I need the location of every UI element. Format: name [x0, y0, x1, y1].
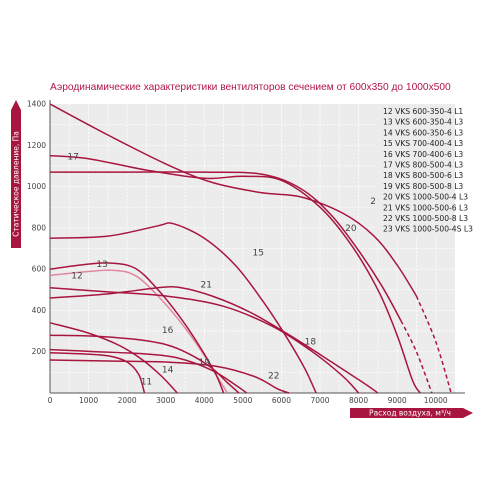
curve-label-15: 15: [253, 249, 264, 259]
y-tick-label: 800: [32, 223, 47, 232]
x-axis-title: Расход воздуха, м³/ч: [369, 409, 451, 418]
legend-entry: 15 VKS 700-400-4 L3: [383, 139, 463, 148]
curve-label-11: 11: [141, 378, 152, 388]
y-axis-title: Статическое давление, Па: [12, 131, 21, 237]
legend-box: [375, 104, 455, 237]
y-tick-label: 200: [32, 347, 47, 356]
x-tick-label: 1000: [79, 396, 98, 405]
x-tick-label: 2000: [118, 396, 137, 405]
x-tick-label: 7000: [310, 396, 329, 405]
series-line-dashed-20: [400, 320, 433, 394]
curve-label-19: 19: [199, 358, 211, 368]
curve-labels: 12131415161718192021222311: [67, 153, 381, 388]
series-line-19: [49, 348, 248, 394]
series-layer: [49, 103, 452, 394]
series-line-16: [49, 334, 240, 394]
series-line-11: [49, 351, 146, 394]
curve-label-18: 18: [305, 337, 317, 347]
series-line-23: [49, 103, 418, 297]
x-tick-label: 5000: [233, 396, 252, 405]
y-tick-label: 600: [32, 265, 47, 274]
legend: 12 VKS 600-350-4 L1 13 VKS 600-350-4 L314…: [375, 104, 473, 237]
legend-entry: 22 VKS 1000-500-8 L3: [383, 214, 468, 223]
series-line-17: [49, 154, 421, 394]
series-line-22: [49, 359, 290, 394]
x-tick-label: 10000: [424, 396, 448, 405]
curve-label-21: 21: [200, 281, 211, 291]
axes: 0 1000 2000 3000 4000 5000 6000 7000 8000 9000 100…: [11, 100, 473, 418]
x-tick-label: 4000: [195, 396, 214, 405]
series-line-18: [49, 286, 360, 394]
series-line-20: [49, 171, 402, 322]
y-tick-label: 400: [32, 306, 47, 315]
series-line-13: [49, 262, 225, 394]
legend-entry: 12 VKS 600-350-4 L1: [383, 107, 463, 116]
curve-label-12: 12: [71, 271, 82, 281]
y-tick-label: 1200: [27, 141, 46, 150]
x-tick-label: 0: [48, 396, 53, 405]
curve-label-14: 14: [162, 365, 174, 375]
legend-entry: 14 VKS 600-350-6 L3: [383, 128, 463, 137]
chart-title: Аэродинамические характеристики вентилят…: [50, 82, 451, 93]
legend-entry: 16 VKS 700-400-6 L3: [383, 150, 463, 159]
series-line-21: [49, 286, 379, 394]
curve-label-22: 22: [268, 371, 279, 381]
legend-entry: 18 VKS 800-500-6 L3: [383, 171, 463, 180]
curve-label-20: 20: [345, 224, 357, 234]
curve-label-16: 16: [162, 326, 174, 336]
legend-entry: 17 VKS 800-500-4 L3: [383, 161, 463, 170]
legend-entry: 19 VKS 800-500-8 L3: [383, 182, 463, 191]
x-tick-label: 8000: [349, 396, 368, 405]
legend-entry: 20 VKS 1000-500-4 L3: [383, 193, 468, 202]
legend-entry: 23 VKS 1000-500-4S L3: [383, 225, 473, 234]
y-tick-label: 1400: [27, 100, 46, 109]
series-line-dashed-23: [415, 295, 452, 394]
legend-entry: 21 VKS 1000-500-6 L3: [383, 203, 468, 212]
curve-label-17: 17: [67, 153, 78, 163]
x-tick-label: 6000: [272, 396, 291, 405]
series-line-15: [49, 222, 317, 394]
x-tick-label: 9000: [388, 396, 407, 405]
y-axis-arrow: [11, 100, 21, 248]
y-tick-label: 1000: [27, 182, 46, 191]
x-axis-arrow: [350, 408, 473, 418]
x-tick-label: 3000: [156, 396, 175, 405]
legend-entry: 13 VKS 600-350-4 L3: [383, 118, 463, 127]
curve-label-13: 13: [96, 260, 107, 270]
